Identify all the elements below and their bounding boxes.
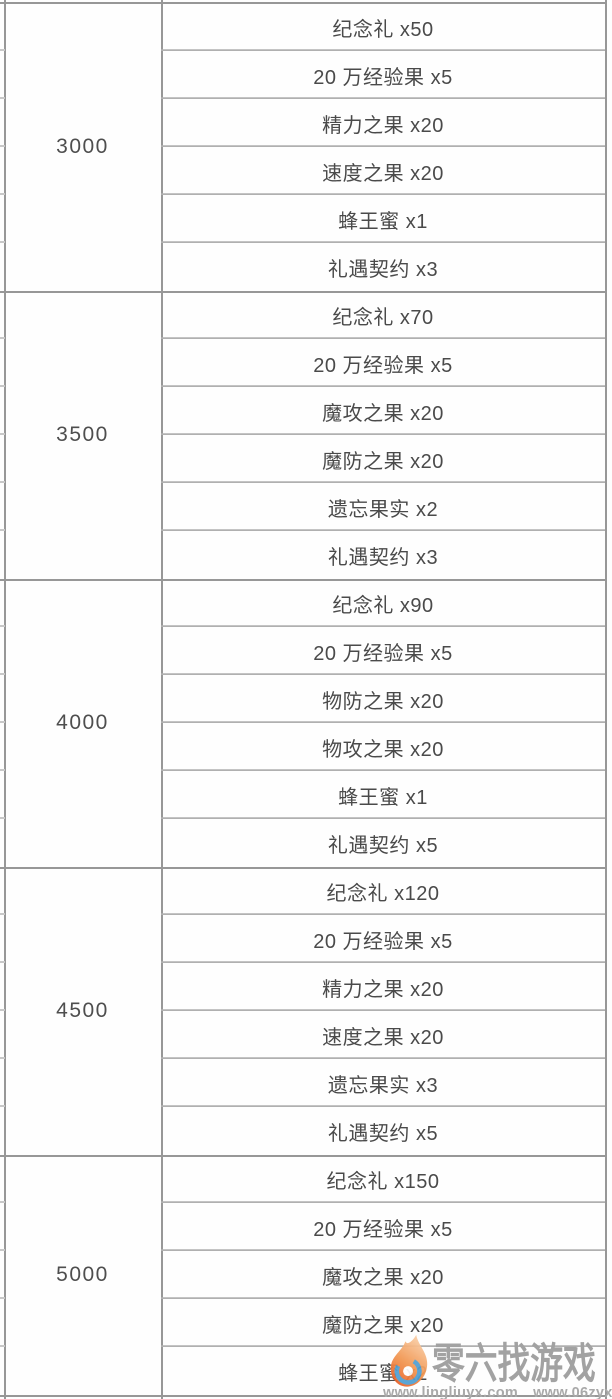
tier-section-3000: 3000 纪念礼 x50 20 万经验果 x5 精力之果 x20 速度之果 x2…: [0, 3, 605, 293]
tier-points-label: 5000: [56, 1263, 109, 1286]
reward-label: 礼遇契约 x5: [327, 1122, 439, 1145]
reward-label: 20 万经验果 x5: [313, 354, 453, 377]
reward-cell: 精力之果 x20: [0, 99, 605, 147]
reward-cell: 物防之果 x20: [0, 675, 605, 723]
reward-cell: 速度之果 x20: [0, 1011, 605, 1059]
reward-label: 遗忘果实 x2: [327, 498, 439, 521]
reward-label: 20 万经验果 x5: [313, 930, 453, 953]
reward-label: 魔攻之果 x20: [322, 402, 444, 425]
table-column-divider: [161, 0, 163, 1399]
reward-cell: 20 万经验果 x5: [0, 915, 605, 963]
reward-cell: 纪念礼 x70: [0, 291, 605, 339]
reward-cell: 纪念礼 x150: [0, 1155, 605, 1203]
reward-label: 纪念礼 x150: [326, 1170, 440, 1193]
flame-swirl-logo-icon: [390, 1334, 428, 1387]
table-left-border: [4, 0, 6, 1399]
reward-cell: 物攻之果 x20: [0, 723, 605, 771]
table-top-border: [0, 1, 607, 4]
tier-section-4000: 4000 纪念礼 x90 20 万经验果 x5 物防之果 x20 物攻之果 x2…: [0, 579, 605, 869]
reward-label: 速度之果 x20: [322, 162, 444, 185]
tier-points-label: 3500: [56, 423, 109, 446]
table-right-border: [605, 0, 607, 1399]
tier-rewards-column: 纪念礼 x120 20 万经验果 x5 精力之果 x20 速度之果 x20 遗忘…: [0, 867, 605, 1155]
reward-cell: 精力之果 x20: [0, 963, 605, 1011]
watermark-url-left: www.lingliuyx.com: [383, 1385, 519, 1399]
reward-cell: 纪念礼 x50: [0, 3, 605, 51]
tier-points-cell: 4500: [4, 867, 161, 1155]
reward-cell: 蜂王蜜 x1: [0, 771, 605, 819]
reward-cell: 纪念礼 x90: [0, 579, 605, 627]
tier-points-label: 4000: [56, 711, 109, 734]
reward-cell: 20 万经验果 x5: [0, 51, 605, 99]
tier-section-3500: 3500 纪念礼 x70 20 万经验果 x5 魔攻之果 x20 魔防之果 x2…: [0, 291, 605, 581]
reward-label: 礼遇契约 x3: [327, 546, 439, 569]
reward-label: 精力之果 x20: [322, 978, 444, 1001]
rewards-table: 3000 纪念礼 x50 20 万经验果 x5 精力之果 x20 速度之果 x2…: [0, 3, 605, 1397]
reward-label: 礼遇契约 x3: [327, 258, 439, 281]
reward-label: 20 万经验果 x5: [313, 1218, 453, 1241]
watermark-url-right: www.06zyx.com: [533, 1385, 612, 1399]
watermark: 零六找游戏 www.lingliuyx.com www.06zyx.com: [383, 1328, 612, 1399]
reward-cell: 20 万经验果 x5: [0, 627, 605, 675]
tier-points-cell: 3000: [4, 3, 161, 291]
reward-label: 速度之果 x20: [322, 1026, 444, 1049]
reward-label: 纪念礼 x120: [326, 882, 440, 905]
reward-cell: 遗忘果实 x3: [0, 1059, 605, 1107]
watermark-urls: www.lingliuyx.com www.06zyx.com: [383, 1385, 612, 1399]
tier-points-label: 3000: [56, 135, 109, 158]
tier-points-cell: 4000: [4, 579, 161, 867]
reward-label: 魔攻之果 x20: [322, 1266, 444, 1289]
tier-rewards-column: 纪念礼 x50 20 万经验果 x5 精力之果 x20 速度之果 x20 蜂王蜜…: [0, 3, 605, 291]
reward-cell: 礼遇契约 x3: [161, 243, 605, 291]
reward-cell: 礼遇契约 x5: [161, 1107, 605, 1155]
reward-cell: 纪念礼 x120: [0, 867, 605, 915]
reward-cell: 速度之果 x20: [0, 147, 605, 195]
reward-cell: 魔攻之果 x20: [0, 1251, 605, 1299]
reward-cell: 20 万经验果 x5: [0, 339, 605, 387]
reward-label: 礼遇契约 x5: [327, 834, 439, 857]
watermark-brand-text: 零六找游戏: [432, 1340, 596, 1387]
reward-cell: 蜂王蜜 x1: [0, 195, 605, 243]
reward-label: 物防之果 x20: [322, 690, 444, 713]
reward-label: 纪念礼 x50: [332, 18, 434, 41]
reward-cell: 遗忘果实 x2: [0, 483, 605, 531]
reward-label: 魔防之果 x20: [322, 1314, 444, 1337]
reward-label: 魔防之果 x20: [322, 450, 444, 473]
reward-label: 物攻之果 x20: [322, 738, 444, 761]
reward-cell: 礼遇契约 x3: [161, 531, 605, 579]
reward-cell: 魔防之果 x20: [0, 1299, 605, 1347]
reward-label: 遗忘果实 x3: [327, 1074, 439, 1097]
reward-cell: 魔攻之果 x20: [0, 387, 605, 435]
reward-cell: 20 万经验果 x5: [0, 1203, 605, 1251]
reward-label: 精力之果 x20: [322, 114, 444, 137]
reward-label: 纪念礼 x70: [332, 306, 434, 329]
reward-cell: 魔防之果 x20: [0, 435, 605, 483]
tier-points-cell: 5000: [4, 1155, 161, 1395]
tier-points-cell: 3500: [4, 291, 161, 579]
reward-label: 纪念礼 x90: [332, 594, 434, 617]
tier-points-label: 4500: [56, 999, 109, 1022]
reward-label: 20 万经验果 x5: [313, 66, 453, 89]
reward-label: 20 万经验果 x5: [313, 642, 453, 665]
tier-rewards-column: 纪念礼 x90 20 万经验果 x5 物防之果 x20 物攻之果 x20 蜂王蜜…: [0, 579, 605, 867]
tier-section-4500: 4500 纪念礼 x120 20 万经验果 x5 精力之果 x20 速度之果 x…: [0, 867, 605, 1157]
reward-label: 蜂王蜜 x1: [338, 786, 428, 809]
tier-rewards-column: 纪念礼 x70 20 万经验果 x5 魔攻之果 x20 魔防之果 x20 遗忘果…: [0, 291, 605, 579]
reward-label: 蜂王蜜 x1: [338, 210, 428, 233]
reward-cell: 礼遇契约 x5: [161, 819, 605, 867]
